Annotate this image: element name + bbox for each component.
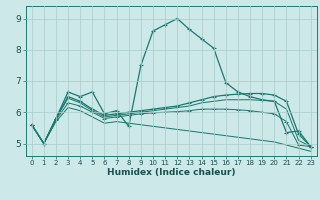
X-axis label: Humidex (Indice chaleur): Humidex (Indice chaleur) (107, 168, 236, 177)
